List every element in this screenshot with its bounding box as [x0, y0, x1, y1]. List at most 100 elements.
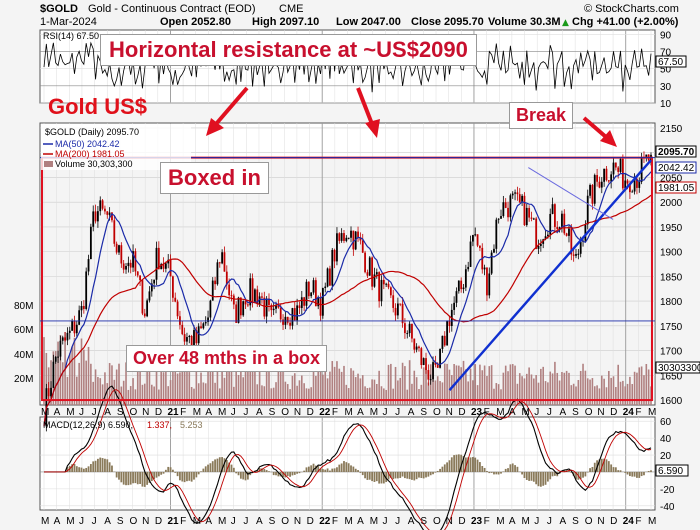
month-tick-label: O	[585, 407, 593, 418]
volume-bar	[556, 372, 559, 405]
candle-body	[596, 175, 598, 182]
candle-body	[636, 178, 638, 188]
macd-hist-bar	[188, 471, 191, 481]
volume-bar	[338, 368, 341, 405]
macd-hist-bar	[432, 471, 434, 475]
candle-body	[237, 297, 240, 323]
volume-bar	[347, 388, 350, 405]
macd-hist-bar	[87, 466, 90, 472]
macd-hist-bar	[282, 471, 284, 478]
arrow-break-icon	[582, 116, 608, 139]
candle-body	[434, 362, 437, 365]
macd-hist-bar	[115, 471, 118, 478]
macd-hist-bar	[122, 471, 125, 485]
macd-hist-bar	[476, 459, 479, 472]
candle-body	[97, 211, 99, 222]
candle-body	[586, 195, 589, 225]
macd-hist-bar	[373, 471, 376, 482]
candle-body	[207, 317, 209, 323]
volume-bar	[547, 382, 549, 405]
macd-hist-label: 5.253	[180, 420, 203, 430]
volume-bar	[425, 367, 427, 405]
macd-hist-bar	[92, 461, 95, 472]
candle-body	[104, 208, 106, 212]
month-tick-label-bottom: J	[547, 516, 552, 527]
volume-bar	[193, 388, 195, 405]
candle-body	[195, 330, 198, 344]
volume-bar	[584, 370, 587, 405]
volume-bar	[645, 363, 648, 405]
month-tick-label: D	[610, 407, 617, 418]
volume-bar	[612, 376, 615, 405]
candle-body	[80, 305, 83, 311]
volume-bar	[511, 364, 514, 405]
candle-body	[282, 319, 284, 325]
macd-hist-bar	[511, 463, 514, 472]
volume-bar	[158, 389, 160, 405]
moving-averages	[43, 171, 652, 427]
month-tick-label-bottom: S	[420, 516, 427, 527]
price-tick-label: 1650	[660, 371, 683, 382]
macd-hist-bar	[352, 466, 355, 472]
candle-body	[340, 233, 343, 241]
macd-hist-bar	[406, 471, 409, 479]
candle-body	[539, 243, 542, 246]
month-tick-label: J	[534, 407, 539, 418]
month-tick-label-bottom: O	[585, 516, 593, 527]
macd-hist-bar	[179, 471, 181, 481]
candle-body	[394, 307, 397, 316]
macd-hist-bar	[104, 458, 106, 472]
month-tick-label-bottom: J	[243, 516, 248, 527]
macd-hist-bar	[535, 471, 538, 485]
volume-bar	[296, 385, 298, 405]
candle-body	[338, 233, 341, 241]
macd-hist-bar	[221, 457, 224, 472]
candle-body	[279, 307, 282, 320]
macd-hist-bar	[486, 470, 488, 472]
month-tick-label: M	[193, 407, 201, 418]
candle-body	[183, 334, 186, 342]
macd-hist-bar	[216, 458, 219, 472]
macd-hist-bar	[211, 461, 214, 472]
macd-hist-bar	[493, 471, 495, 475]
volume-bar	[535, 375, 537, 405]
volume-bar	[282, 361, 284, 405]
candle-body	[354, 231, 357, 250]
volume-tag: 30303300	[658, 363, 700, 374]
month-tick-label-bottom: A	[54, 516, 61, 527]
macd-hist-bar	[129, 471, 132, 485]
candle-body	[479, 245, 481, 248]
macd-hist-bar	[453, 455, 456, 472]
volume-bar	[293, 373, 296, 405]
candle-body	[476, 234, 479, 246]
macd-hist-bar	[242, 471, 245, 480]
candle-body	[624, 180, 627, 189]
month-tick-label-bottom: A	[205, 516, 212, 527]
price-tick-label: 1750	[660, 322, 683, 333]
candle-body	[143, 313, 146, 317]
candle-body	[251, 278, 254, 302]
annotation-arrows	[206, 86, 617, 147]
month-tick-label: F	[332, 407, 338, 418]
macd-hist-bar	[99, 457, 102, 472]
volume-bar	[441, 382, 444, 405]
volume-bar	[488, 366, 491, 405]
falling-trendline	[528, 167, 614, 220]
macd-legend: MACD(12,26,9) 6.590, 1.337, 5.253	[43, 420, 203, 430]
volume-bar	[331, 361, 334, 405]
volume-bar	[465, 369, 467, 405]
volume-bar	[504, 365, 507, 405]
month-tick-label-bottom: N	[142, 516, 149, 527]
month-tick-label: M	[345, 407, 353, 418]
month-tick-label: A	[104, 407, 111, 418]
macd-hist-bar	[539, 471, 542, 487]
macd-hist-bar	[143, 471, 146, 487]
candle-body	[457, 280, 460, 292]
macd-hist-bar	[326, 468, 329, 472]
candle-body	[223, 252, 226, 272]
macd-hist-bar	[190, 471, 193, 482]
candle-body	[171, 276, 174, 298]
macd-hist-bar	[82, 468, 85, 472]
candle-body	[314, 280, 317, 307]
volume-bar	[202, 382, 205, 405]
